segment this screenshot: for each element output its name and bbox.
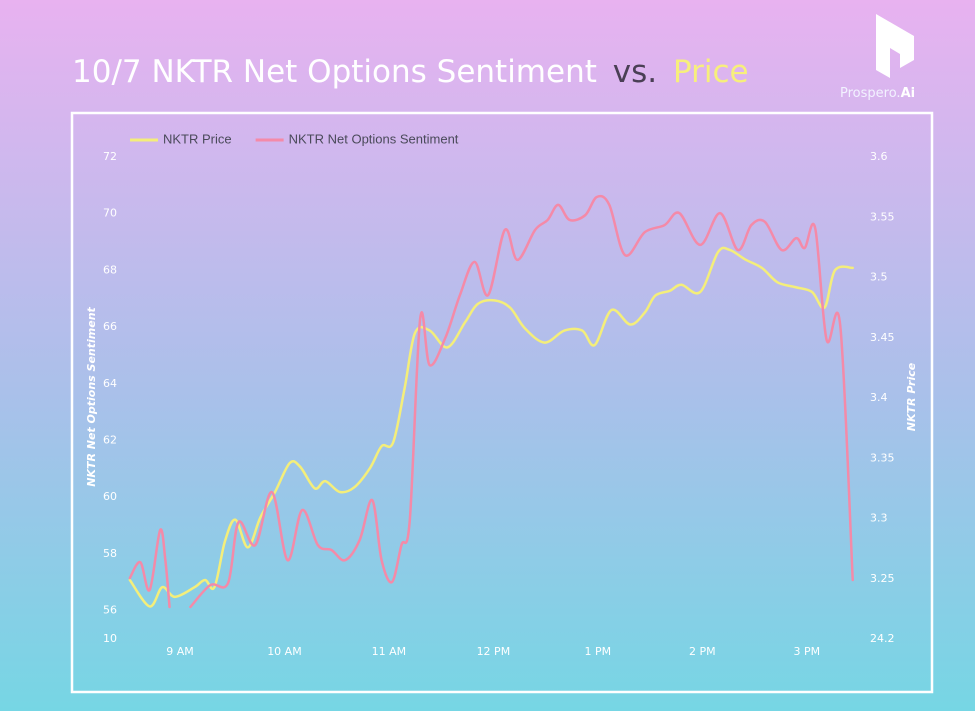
series-line [128,194,854,609]
x-tick-label: 2 PM [689,645,716,658]
plot-area [128,194,854,609]
x-tick-label: 9 AM [166,645,194,658]
y2-tick-label: 3.25 [870,572,895,585]
y-tick-label: 72 [103,150,117,163]
y2-tick-label: 3.5 [870,271,888,284]
x-tick-label: 3 PM [793,645,820,658]
title-price: Price [673,54,749,90]
y2-tick-label: 3.6 [870,150,888,163]
y2-tick-label: 3.35 [870,451,895,464]
title-vs: vs. [613,54,657,90]
y-tick-label: 64 [103,377,117,390]
chart-title: 10/7 NKTR Net Options Sentiment vs. Pric… [72,54,749,90]
y-tick-label: 70 [103,207,117,220]
y-tick-label: 58 [103,547,117,560]
y-axis-title: NKTR Net Options Sentiment [85,306,98,486]
logo-name: Prospero. [840,86,901,101]
x-tick-label: 12 PM [477,645,511,658]
plot-frame [70,111,934,694]
x-tick-label: 1 PM [585,645,612,658]
y2-tick-label: 24.2 [870,632,895,645]
y2-tick-label: 3.55 [870,210,895,223]
logo-icon [876,14,914,78]
logo-text: Prospero.Ai [840,86,915,101]
y2-tick-label: 3.45 [870,331,895,344]
y2-axis-title: NKTR Price [905,362,918,431]
y-tick-label: 66 [103,320,117,333]
y-tick-label: 56 [103,604,117,617]
x-tick-label: 10 AM [267,645,302,658]
legend-label: NKTR Price [163,131,232,146]
y-tick-label: 10 [103,632,117,645]
y-tick-label: 60 [103,490,117,503]
logo: Prospero.Ai [840,14,915,101]
y2-tick-label: 3.4 [870,391,888,404]
y-tick-label: 68 [103,263,117,276]
y-tick-label: 62 [103,434,117,447]
series-line [128,246,854,608]
legend-label: NKTR Net Options Sentiment [289,131,459,146]
title-main: 10/7 NKTR Net Options Sentiment [72,54,597,90]
x-tick-label: 11 AM [372,645,407,658]
logo-suffix: Ai [901,86,916,101]
y2-tick-label: 3.3 [870,512,888,525]
